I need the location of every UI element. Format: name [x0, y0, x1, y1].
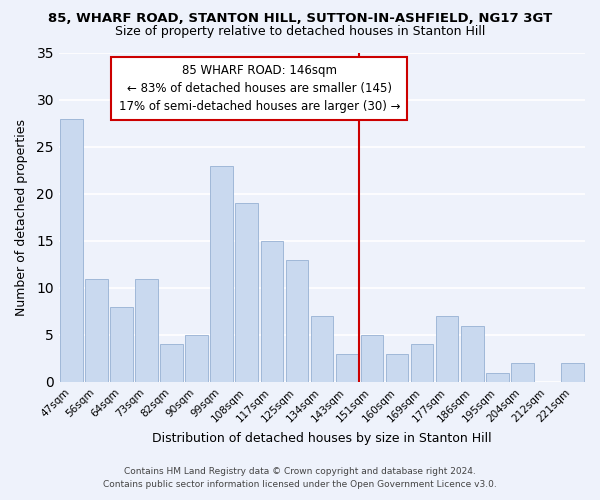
X-axis label: Distribution of detached houses by size in Stanton Hill: Distribution of detached houses by size …	[152, 432, 492, 445]
Bar	[235, 204, 258, 382]
Bar	[185, 335, 208, 382]
Bar	[85, 278, 107, 382]
Bar	[361, 335, 383, 382]
Bar	[335, 354, 358, 382]
Bar	[386, 354, 409, 382]
Bar	[135, 278, 158, 382]
Bar	[311, 316, 333, 382]
Text: 85, WHARF ROAD, STANTON HILL, SUTTON-IN-ASHFIELD, NG17 3GT: 85, WHARF ROAD, STANTON HILL, SUTTON-IN-…	[48, 12, 552, 26]
Bar	[160, 344, 183, 382]
Bar	[561, 363, 584, 382]
Bar	[110, 307, 133, 382]
Bar	[436, 316, 458, 382]
Bar	[511, 363, 533, 382]
Bar	[286, 260, 308, 382]
Text: Size of property relative to detached houses in Stanton Hill: Size of property relative to detached ho…	[115, 25, 485, 38]
Text: 85 WHARF ROAD: 146sqm
← 83% of detached houses are smaller (145)
17% of semi-det: 85 WHARF ROAD: 146sqm ← 83% of detached …	[119, 64, 400, 114]
Bar	[260, 241, 283, 382]
Bar	[60, 119, 83, 382]
Bar	[411, 344, 433, 382]
Y-axis label: Number of detached properties: Number of detached properties	[15, 119, 28, 316]
Text: Contains HM Land Registry data © Crown copyright and database right 2024.
Contai: Contains HM Land Registry data © Crown c…	[103, 468, 497, 489]
Bar	[461, 326, 484, 382]
Bar	[211, 166, 233, 382]
Bar	[486, 372, 509, 382]
